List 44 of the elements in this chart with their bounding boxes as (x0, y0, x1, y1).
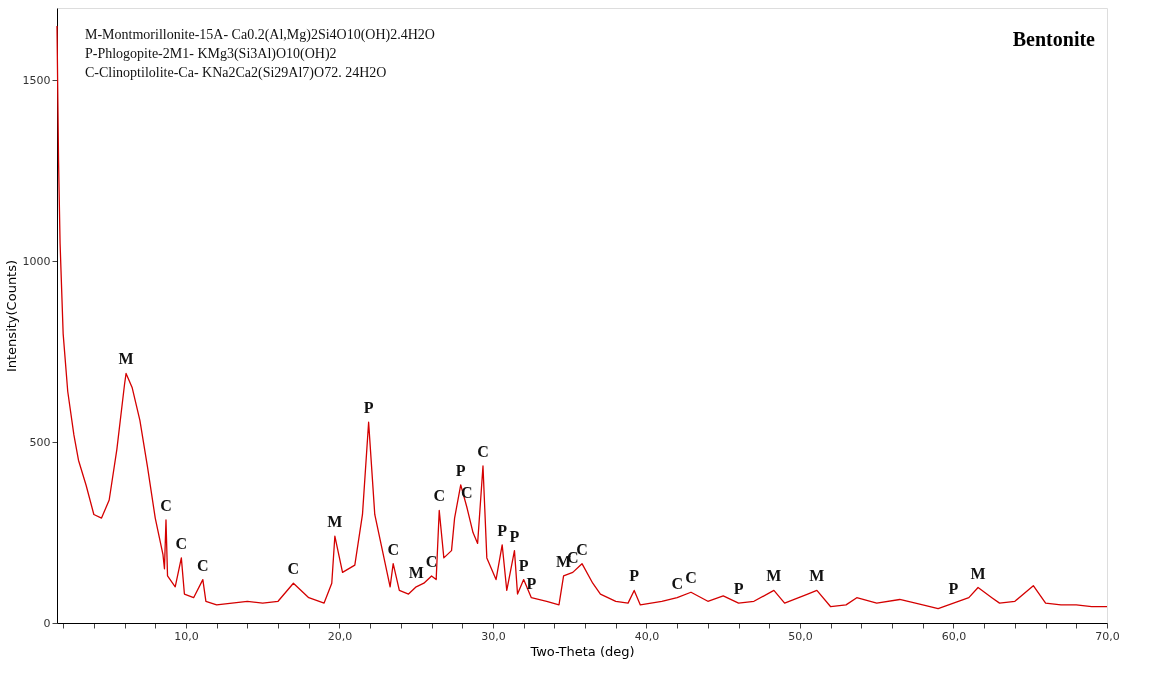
annotation: C (477, 442, 489, 460)
x-tick-label: 10,0 (174, 629, 199, 643)
annotation: M (809, 567, 825, 585)
annotation: C (576, 540, 588, 558)
annotation: P (526, 574, 537, 592)
annotation: C (387, 540, 399, 558)
y-tick-label: 500 (29, 435, 51, 449)
annotation: C (175, 534, 188, 552)
x-tick-label: 70,0 (1095, 629, 1120, 643)
annotation: P (509, 527, 520, 545)
y-tick-label: 0 (43, 616, 51, 630)
x-tick-label: 30,0 (481, 629, 506, 643)
annotation: M (970, 564, 986, 582)
x-axis-title: Two-Theta (deg) (529, 643, 635, 659)
annotation: P (948, 580, 959, 598)
annotation: P-Phlogopite-2M1- KMg3(Si3Al)O10(OH)2 (85, 46, 337, 62)
annotation: C (197, 556, 209, 574)
annotation: C-Clinoptilolite-Ca- KNa2Ca2(Si29Al7)O72. 24H2O (85, 65, 387, 81)
annotation: C (433, 487, 446, 505)
y-tick-label: 1000 (22, 254, 51, 268)
annotation: P (733, 580, 744, 598)
annotation: M (118, 350, 134, 368)
annotation: M (408, 563, 424, 581)
annotation: C (425, 552, 438, 570)
annotation: C (685, 569, 697, 587)
annotation: C (160, 496, 172, 514)
annotation: P (629, 567, 640, 585)
annotation: M-Montmorillonite-15A- Ca0.2(Al,Mg)2Si4O10(OH)2.4H2O (85, 27, 435, 43)
y-axis-title: Intensity(Counts) (3, 259, 19, 373)
annotation: P (518, 556, 529, 574)
annotation: M (327, 513, 343, 531)
annotation: C (287, 560, 300, 578)
annotation: P (455, 461, 466, 479)
y-tick-label: 1500 (22, 73, 51, 87)
text: Bentonite (1012, 28, 1096, 50)
line-series (56, 25, 1108, 610)
x-tick-label: 40,0 (634, 629, 660, 643)
x-tick-label: 20,0 (327, 629, 353, 643)
x-tick-label: 50,0 (788, 629, 813, 643)
annotation: P (497, 521, 508, 539)
x-tick-label: 60,0 (941, 629, 967, 643)
annotation: M (766, 567, 782, 585)
annotation: P (363, 399, 374, 417)
annotation: C (671, 574, 683, 592)
